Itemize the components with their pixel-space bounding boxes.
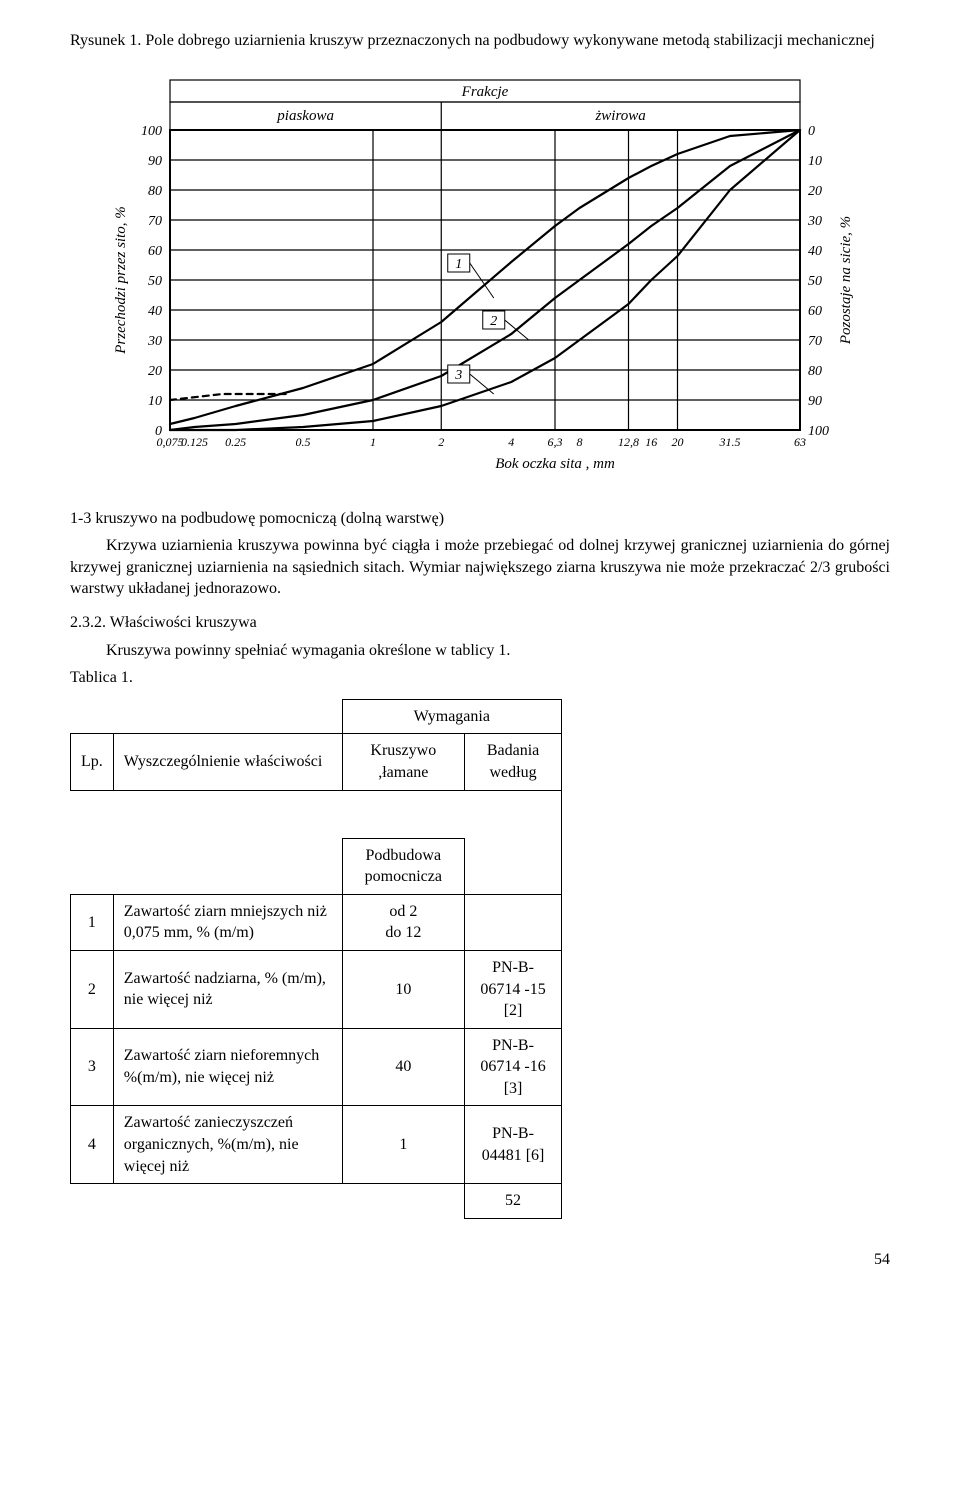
svg-text:żwirowa: żwirowa [594, 108, 645, 124]
svg-text:20: 20 [148, 364, 162, 379]
svg-text:80: 80 [808, 364, 822, 379]
svg-text:0,075: 0,075 [157, 435, 184, 449]
section-title: Właściwości kruszywa [110, 614, 257, 631]
section-body: Kruszywa powinny spełniać wymagania okre… [70, 640, 890, 662]
svg-text:16: 16 [645, 435, 657, 449]
svg-text:10: 10 [808, 154, 822, 169]
table-header-row-1: Wymagania [71, 699, 562, 734]
svg-text:40: 40 [808, 244, 822, 259]
svg-text:90: 90 [148, 154, 162, 169]
svg-text:80: 80 [148, 184, 162, 199]
svg-text:Pozostaje na sicie, %: Pozostaje na sicie, % [838, 215, 854, 344]
svg-text:63: 63 [794, 435, 806, 449]
table-row: 1Zawartość ziarn mniejszych niż 0,075 mm… [71, 894, 562, 950]
svg-text:Bok oczka sita , mm: Bok oczka sita , mm [495, 456, 615, 472]
table-row: 4Zawartość zanieczyszczeń organicznych, … [71, 1106, 562, 1184]
table-row: 3Zawartość ziarn nieforemnych %(m/m), ni… [71, 1028, 562, 1106]
table-gap-row [71, 790, 562, 838]
col-name: Wyszczególnienie właściwości [113, 734, 342, 790]
svg-text:Przechodzi przez sito, %: Przechodzi przez sito, % [113, 206, 129, 355]
svg-text:Frakcje: Frakcje [461, 84, 509, 100]
table-footer-row: 52 [71, 1184, 562, 1219]
svg-text:4: 4 [508, 435, 514, 449]
svg-text:70: 70 [808, 334, 822, 349]
chart-container: Frakcjepiaskoważwirowa010010902080307040… [70, 70, 890, 500]
figure-caption-text: Pole dobrego uziarnienia kruszyw przezna… [145, 32, 875, 49]
table-subhead: Podbudowa pomocnicza [342, 838, 464, 894]
svg-text:0.5: 0.5 [296, 435, 311, 449]
section-number: 2.3.2. [70, 614, 106, 631]
page-number: 54 [70, 1249, 890, 1271]
svg-text:piaskowa: piaskowa [276, 108, 334, 124]
svg-text:1: 1 [370, 435, 376, 449]
svg-text:30: 30 [147, 334, 162, 349]
svg-text:2: 2 [490, 314, 497, 329]
section-heading: 2.3.2. Właściwości kruszywa [70, 612, 890, 634]
figure-caption: Rysunek 1. Pole dobrego uziarnienia krus… [70, 30, 890, 52]
svg-text:8: 8 [577, 435, 583, 449]
table-row: 2Zawartość nadziarna, % (m/m), nie więce… [71, 950, 562, 1028]
svg-text:1: 1 [455, 257, 462, 272]
col-lp: Lp. [71, 734, 114, 790]
svg-text:3: 3 [454, 368, 462, 383]
svg-text:50: 50 [808, 274, 822, 289]
svg-text:0.25: 0.25 [225, 435, 246, 449]
svg-text:31.5: 31.5 [719, 435, 741, 449]
svg-text:20: 20 [672, 435, 684, 449]
table-footer-page: 52 [465, 1184, 562, 1219]
svg-text:50: 50 [148, 274, 162, 289]
svg-text:60: 60 [808, 304, 822, 319]
svg-text:20: 20 [808, 184, 822, 199]
col-mid: Kruszywo ,łamane [342, 734, 464, 790]
requirements-table: Wymagania Lp. Wyszczególnienie właściwoś… [70, 699, 562, 1219]
svg-text:70: 70 [148, 214, 162, 229]
grading-chart: Frakcjepiaskoważwirowa010010902080307040… [100, 70, 860, 500]
svg-text:0: 0 [808, 124, 815, 139]
svg-text:12,8: 12,8 [618, 435, 639, 449]
svg-text:100: 100 [141, 124, 162, 139]
col-right: Badania według [465, 734, 562, 790]
svg-text:30: 30 [807, 214, 822, 229]
svg-text:0.125: 0.125 [181, 435, 208, 449]
svg-text:2: 2 [438, 435, 444, 449]
svg-text:10: 10 [148, 394, 162, 409]
figure-label: Rysunek 1. [70, 32, 141, 49]
svg-text:6,3: 6,3 [548, 435, 563, 449]
svg-text:60: 60 [148, 244, 162, 259]
table-header-wymagania: Wymagania [342, 699, 561, 734]
svg-text:100: 100 [808, 424, 829, 439]
table-subhead-row: Podbudowa pomocnicza [71, 838, 562, 894]
table-label: Tablica 1. [70, 667, 890, 689]
table-header-row-2: Lp. Wyszczególnienie właściwości Kruszyw… [71, 734, 562, 790]
curve-legend: 1-3 kruszywo na podbudowę pomocniczą (do… [70, 508, 890, 530]
paragraph-1: Krzywa uziarnienia kruszywa powinna być … [70, 535, 890, 600]
svg-text:40: 40 [148, 304, 162, 319]
svg-text:90: 90 [808, 394, 822, 409]
